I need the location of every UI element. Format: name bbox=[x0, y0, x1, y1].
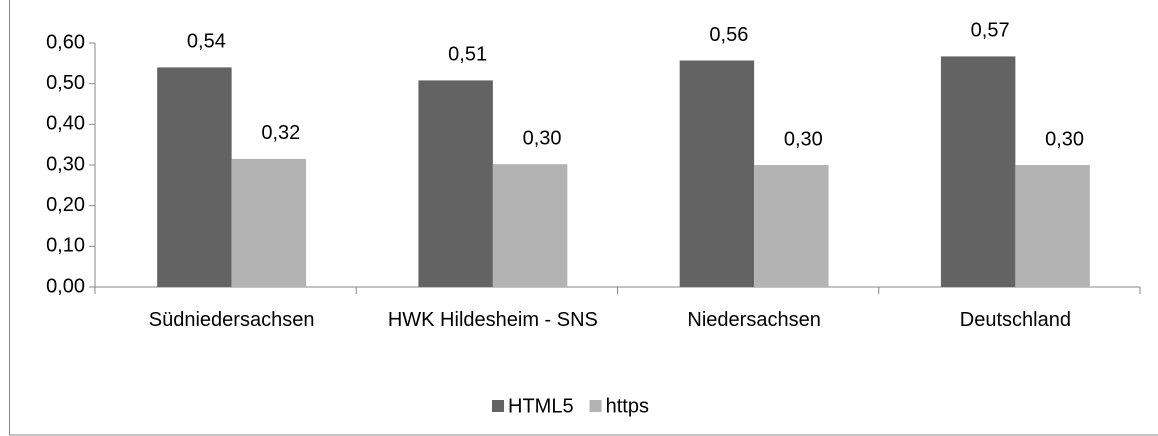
data-label: 0,32 bbox=[261, 122, 300, 144]
bar bbox=[940, 56, 1016, 287]
data-label: 0,54 bbox=[187, 31, 226, 53]
data-label: 0,30 bbox=[784, 128, 823, 150]
y-tick-label: 0,20 bbox=[46, 194, 85, 216]
bar bbox=[1015, 165, 1090, 287]
bar bbox=[679, 60, 755, 288]
data-label: 0,56 bbox=[709, 24, 748, 46]
y-tick-label: 0,10 bbox=[46, 235, 85, 257]
x-tick-label: Südniedersachsen bbox=[148, 309, 315, 331]
data-label: 0,30 bbox=[1045, 128, 1084, 150]
bar bbox=[231, 158, 307, 287]
y-tick-label: 0,50 bbox=[46, 72, 85, 94]
x-tick-label: HWK Hildesheim - SNS bbox=[387, 309, 598, 331]
data-label: 0,51 bbox=[448, 44, 487, 66]
y-tick-label: 0,00 bbox=[46, 275, 85, 297]
legend-swatch bbox=[492, 400, 504, 412]
data-label: 0,30 bbox=[523, 127, 562, 149]
bar bbox=[157, 67, 232, 288]
x-tick-label: Deutschland bbox=[959, 309, 1071, 331]
y-tick-label: 0,30 bbox=[46, 153, 85, 175]
data-label: 0,57 bbox=[971, 20, 1010, 42]
y-tick-label: 0,40 bbox=[46, 113, 85, 135]
bar bbox=[492, 164, 568, 287]
legend-swatch bbox=[589, 400, 602, 412]
legend-label: https bbox=[606, 395, 649, 417]
bar bbox=[754, 165, 829, 287]
y-tick-label: 0,60 bbox=[46, 31, 85, 53]
x-tick-label: Niedersachsen bbox=[687, 309, 821, 331]
bar bbox=[418, 80, 493, 287]
legend-label: HTML5 bbox=[508, 395, 574, 417]
